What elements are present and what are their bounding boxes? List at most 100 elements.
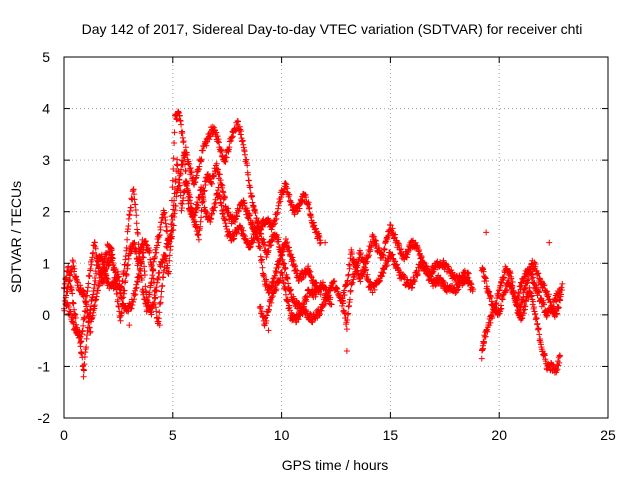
data-point-track-c xyxy=(139,236,146,243)
data-point-track-a xyxy=(125,223,132,230)
data-point-track-g xyxy=(527,269,534,276)
data-point-track-c xyxy=(155,276,162,283)
data-point-track-a xyxy=(131,196,138,203)
data-point-track-e xyxy=(370,233,377,240)
data-point-track-b xyxy=(114,268,121,275)
data-point-track-c xyxy=(82,292,89,299)
data-point-track-b xyxy=(134,278,141,285)
data-point-track-b xyxy=(171,129,178,136)
data-point-track-d xyxy=(324,294,331,301)
data-point-track-c xyxy=(122,277,129,284)
data-point-track-d xyxy=(416,267,423,274)
data-point-track-c xyxy=(136,257,143,264)
data-point-track-c xyxy=(118,309,125,316)
data-point-track-e xyxy=(403,254,410,261)
data-point-track-c xyxy=(166,252,173,259)
data-point-track-c xyxy=(111,264,118,271)
data-point-track-c xyxy=(119,300,126,307)
data-point-track-a xyxy=(122,253,129,260)
data-point-track-a xyxy=(272,220,279,227)
data-point-track-c xyxy=(123,271,130,278)
data-point-track-c xyxy=(255,236,262,243)
data-point-track-b xyxy=(275,238,282,245)
data-point-track-c xyxy=(120,294,127,301)
y-tick-label: 0 xyxy=(42,307,50,323)
data-point-track-a xyxy=(65,263,72,270)
data-point-track-g xyxy=(480,345,487,352)
data-point-outlier xyxy=(322,239,329,246)
data-point-track-c xyxy=(148,311,155,318)
data-point-track-d xyxy=(268,299,275,306)
data-point-track-e xyxy=(462,269,469,276)
data-point-track-g xyxy=(559,280,566,287)
data-point-track-b xyxy=(168,213,175,220)
data-point-track-a xyxy=(132,206,139,213)
data-point-track-c xyxy=(174,156,181,163)
data-point-track-g xyxy=(487,319,494,326)
data-point-track-g xyxy=(541,282,548,289)
data-point-track-c xyxy=(197,223,204,230)
data-point-track-g xyxy=(509,284,516,291)
data-point-track-a xyxy=(252,210,259,217)
data-point-track-b xyxy=(182,167,189,174)
data-point-track-b xyxy=(153,308,160,315)
data-point-track-e xyxy=(346,262,353,269)
data-point-track-c xyxy=(172,176,179,183)
data-point-track-c xyxy=(198,214,205,221)
data-point-track-d xyxy=(376,277,383,284)
y-tick-label: -1 xyxy=(38,358,51,374)
data-point-track-c xyxy=(117,317,124,324)
data-point-track-e xyxy=(392,231,399,238)
data-point-track-e xyxy=(380,252,387,259)
data-point-track-a xyxy=(157,226,164,233)
data-point-track-h xyxy=(533,315,540,322)
data-point-outlier xyxy=(265,327,272,334)
data-point-track-c xyxy=(252,228,259,235)
data-point-track-e xyxy=(398,246,405,253)
data-point-track-c xyxy=(81,298,88,305)
data-point-track-b xyxy=(91,281,98,288)
data-point-track-b xyxy=(87,302,94,309)
data-point-track-h xyxy=(532,310,539,317)
data-point-track-c xyxy=(98,273,105,280)
data-point-track-d xyxy=(322,297,329,304)
data-point-track-a xyxy=(92,245,99,252)
data-point-track-a xyxy=(80,322,87,329)
data-point-track-c xyxy=(62,301,69,308)
data-point-track-a xyxy=(86,272,93,279)
data-point-track-c xyxy=(188,205,195,212)
data-point-track-c xyxy=(273,268,280,275)
data-point-track-a xyxy=(146,289,153,296)
data-point-track-c xyxy=(195,236,202,243)
data-point-track-h xyxy=(530,298,537,305)
data-point-track-e xyxy=(412,239,419,246)
data-point-outlier xyxy=(546,239,553,246)
data-point-track-d xyxy=(282,286,289,293)
data-point-track-c xyxy=(171,185,178,192)
data-point-track-b xyxy=(223,225,230,232)
data-point-track-d xyxy=(440,278,447,285)
data-point-track-c xyxy=(153,287,160,294)
data-point-track-d xyxy=(279,271,286,278)
data-point-track-b xyxy=(70,320,77,327)
data-point-track-a xyxy=(286,191,293,198)
data-point-track-b xyxy=(170,155,177,162)
data-point-track-a xyxy=(164,228,171,235)
data-point-track-c xyxy=(176,177,183,184)
data-point-track-c xyxy=(213,160,220,167)
data-point-track-b xyxy=(132,291,139,298)
data-point-track-f xyxy=(504,286,511,293)
data-point-track-c xyxy=(198,207,205,214)
data-point-track-c xyxy=(288,251,295,258)
data-point-track-e xyxy=(372,237,379,244)
data-point-track-h xyxy=(534,320,541,327)
data-point-track-b xyxy=(137,265,144,272)
data-point-track-a xyxy=(128,204,135,211)
data-point-track-c xyxy=(208,180,215,187)
data-point-track-a xyxy=(138,277,145,284)
data-point-track-f xyxy=(516,290,523,297)
data-point-track-c xyxy=(199,193,206,200)
data-point-track-c xyxy=(175,168,182,175)
axis-ticks xyxy=(63,56,609,419)
data-point-track-e xyxy=(440,257,447,264)
